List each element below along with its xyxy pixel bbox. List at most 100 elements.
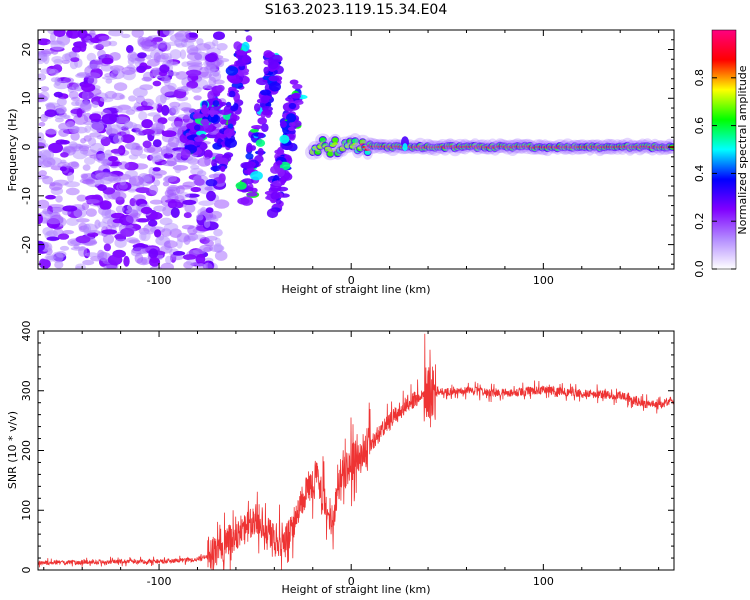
spectrogram-cell: [166, 184, 181, 196]
snr-y-tick-label: 0: [20, 567, 33, 574]
snr-x-axis-label: Height of straight line (km): [281, 583, 430, 596]
spectrogram-cell: [170, 255, 184, 261]
spectrogram-cell: [280, 176, 286, 186]
spectrogram-cell: [108, 156, 118, 162]
spectrogram-cell: [213, 79, 225, 85]
spectrogram-cell: [125, 209, 139, 214]
spectrogram-x-tick-label: -100: [147, 274, 172, 287]
spectrogram-cell: [38, 199, 50, 209]
spectrogram-cell: [176, 86, 192, 92]
spectrogram-cell: [237, 197, 250, 205]
spectrogram-cell: [152, 37, 163, 42]
spectrogram-cell: [118, 161, 130, 170]
spectrogram-cell: [236, 50, 247, 56]
spectrogram-cell: [135, 145, 143, 151]
spectrogram-cell: [106, 124, 122, 134]
spectrogram-cell: [190, 186, 202, 193]
spectrogram-cell: [235, 181, 247, 190]
spectrogram-cell: [138, 111, 148, 121]
spectrogram-cell: [76, 194, 87, 202]
spectrogram-cell: [75, 235, 91, 244]
spectrogram-cell: [241, 54, 251, 64]
spectrogram-cell: [207, 113, 219, 123]
spectrogram-cell: [79, 102, 92, 112]
spectrogram-cell: [46, 216, 62, 225]
spectrogram-cell: [172, 251, 186, 256]
spectrogram-cell: [270, 165, 281, 174]
spectrogram-cell: [228, 90, 236, 98]
spectrogram-cell: [192, 174, 209, 186]
spectrogram-cell: [251, 125, 263, 130]
spectrogram-cell: [165, 255, 172, 265]
spectrogram-cell: [161, 75, 171, 84]
spectrogram-cell: [195, 254, 206, 265]
spectrogram-cell: [324, 146, 331, 150]
spectrogram-cell: [245, 35, 253, 43]
spectrogram-cell: [89, 30, 96, 36]
spectrogram-cell: [218, 157, 229, 166]
spectrogram-cell: [99, 251, 108, 262]
spectrogram-cell: [170, 33, 186, 43]
spectrogram-cell: [255, 139, 266, 147]
spectrogram-cell: [257, 117, 268, 125]
snr-x-tick-label: 100: [533, 575, 554, 588]
snr-y-axis-label: SNR (10 * v/v): [6, 411, 19, 489]
spectrogram-cell: [70, 161, 79, 168]
spectrogram-cell: [212, 100, 220, 107]
spectrogram-cell: [141, 76, 152, 82]
spectrogram-cell: [42, 208, 50, 215]
spectrogram-cell: [163, 222, 179, 232]
spectrogram-cell: [192, 234, 206, 240]
spectrogram-cell: [55, 195, 63, 203]
spectrogram-cell: [67, 30, 81, 39]
spectrogram-cell: [205, 179, 218, 187]
spectrogram-cell: [112, 134, 124, 144]
spectrogram-cell: [53, 179, 69, 186]
spectrogram-cell: [78, 145, 90, 152]
spectrogram-cell: [67, 172, 75, 183]
spectrogram-cell: [181, 107, 192, 112]
spectrogram-y-tick-label: 0: [20, 144, 33, 151]
spectrogram-cell: [84, 157, 96, 165]
spectrogram-cell: [80, 42, 87, 48]
spectrogram-cell: [99, 171, 113, 177]
spectrogram-cell: [179, 49, 187, 60]
spectrogram-cell: [212, 39, 219, 47]
spectrogram-cell: [100, 64, 114, 72]
spectrogram-cell: [196, 38, 204, 46]
spectrogram-cell: [270, 191, 281, 200]
spectrogram-cell: [57, 161, 71, 169]
spectrogram-cell: [327, 149, 334, 152]
spectrogram-cell: [103, 243, 111, 252]
spectrogram-cell: [152, 80, 162, 87]
spectrogram-cell: [228, 86, 237, 92]
spectrogram-cell: [164, 175, 178, 183]
spectrogram-cell: [349, 145, 356, 148]
spectrogram-cell: [140, 206, 153, 215]
spectrogram-cell: [53, 91, 64, 98]
spectrogram-cell: [80, 138, 87, 144]
spectrogram-cell: [70, 57, 80, 63]
snr-panel: -100 0 100 0 100 200 300 400 Height of straight…: [6, 321, 675, 596]
spectrogram-cell: [162, 181, 170, 187]
spectrogram-cell: [71, 100, 80, 107]
spectrogram-cell: [82, 164, 91, 171]
spectrogram-cell: [110, 69, 125, 80]
spectrogram-y-tick-label: -10: [20, 187, 33, 205]
spectrogram-cell: [149, 184, 159, 195]
spectrogram-cell: [213, 199, 230, 209]
spectrogram-cell: [250, 171, 263, 181]
spectrogram-cell: [99, 200, 112, 211]
colorbar-tick-label: 0.6: [693, 117, 706, 135]
spectrogram-cell: [121, 66, 136, 76]
spectrogram-cell: [194, 136, 204, 142]
spectrogram-cell: [216, 43, 228, 51]
spectrogram-cell: [230, 78, 242, 84]
spectrogram-cell: [180, 149, 191, 159]
spectrogram-cell: [76, 218, 90, 223]
colorbar-tick-label: 0.4: [693, 165, 706, 183]
spectrogram-cell: [286, 113, 297, 123]
spectrogram-cell: [167, 105, 180, 116]
spectrogram-cell: [167, 136, 180, 148]
